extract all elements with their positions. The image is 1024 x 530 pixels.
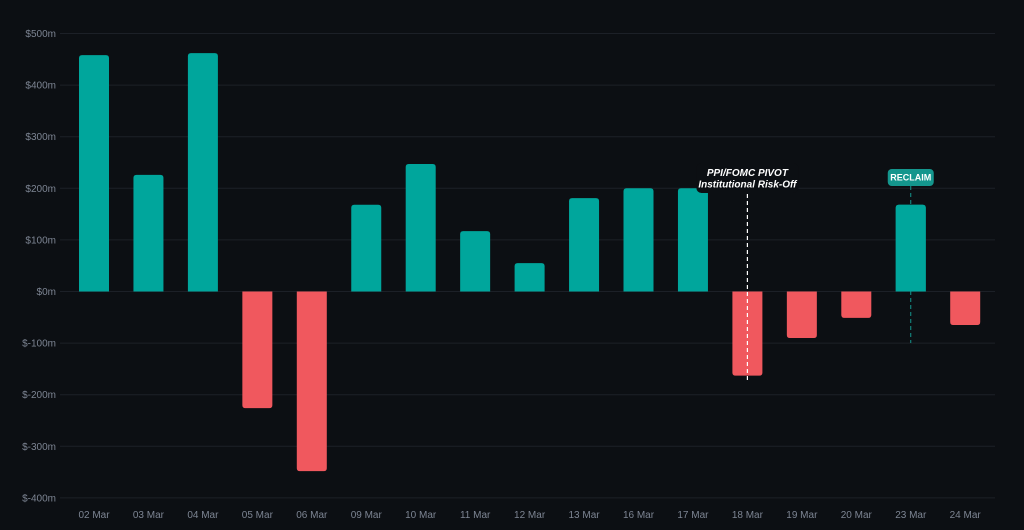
x-tick-label: 12 Mar (514, 510, 546, 521)
x-tick-label: 06 Mar (296, 510, 328, 521)
bar-06-mar[interactable] (296, 291, 327, 472)
x-tick-label: 18 Mar (732, 510, 764, 521)
x-axis: 02 Mar 03 Mar 04 Mar 05 Mar 06 Mar 09 Mar 10 M… (78, 510, 981, 521)
x-tick-label: 19 Mar (786, 510, 818, 521)
bar-11-mar[interactable] (460, 231, 491, 292)
y-tick-label: $-300m (22, 442, 56, 453)
bar-10-mar[interactable] (405, 164, 436, 292)
bar-24-mar[interactable] (950, 291, 981, 326)
bar-05-mar[interactable] (242, 291, 273, 409)
y-tick-label: $-200m (22, 390, 56, 401)
x-tick-label: 02 Mar (78, 510, 110, 521)
y-tick-label: $300m (25, 132, 56, 143)
bars (79, 53, 981, 472)
bar-12-mar[interactable] (514, 263, 545, 292)
y-tick-label: $400m (25, 81, 56, 92)
bar-20-mar[interactable] (841, 291, 872, 318)
bar-04-mar[interactable] (187, 53, 218, 292)
bar-17-mar[interactable] (677, 188, 708, 292)
pivot-annotation-box (696, 163, 799, 193)
x-tick-label: 11 Mar (460, 510, 491, 521)
x-tick-label: 05 Mar (242, 510, 274, 521)
y-tick-label: $500m (25, 29, 56, 40)
y-tick-label: $-400m (22, 493, 56, 504)
y-tick-label: $0m (37, 287, 56, 298)
x-tick-label: 13 Mar (568, 510, 600, 521)
bar-02-mar[interactable] (79, 55, 109, 292)
x-tick-label: 23 Mar (895, 510, 927, 521)
pivot-annotation-text: Institutional Risk-Off (698, 180, 798, 191)
y-tick-label: $200m (25, 184, 56, 195)
x-tick-label: 20 Mar (841, 510, 873, 521)
bar-18-mar[interactable] (732, 291, 763, 376)
x-tick-label: 24 Mar (950, 510, 982, 521)
x-tick-label: 04 Mar (187, 510, 219, 521)
y-axis: $500m $400m $300m $200m $100m $0m $-100m $-200m… (22, 29, 56, 504)
y-tick-label: $100m (25, 235, 56, 246)
bar-16-mar[interactable] (623, 188, 654, 292)
pivot-annotation-text: PPI/FOMC PIVOT (707, 168, 789, 179)
x-tick-label: 17 Mar (677, 510, 709, 521)
reclaim-badge (887, 169, 934, 186)
y-tick-label: $-100m (22, 339, 56, 350)
bar-03-mar[interactable] (133, 174, 164, 292)
bar-09-mar[interactable] (351, 204, 382, 292)
x-tick-label: 10 Mar (405, 510, 437, 521)
x-tick-label: 09 Mar (351, 510, 383, 521)
x-tick-label: 16 Mar (623, 510, 655, 521)
bar-23-mar-overlay (895, 204, 926, 292)
reclaim-badge-label: RECLAIM (890, 173, 931, 183)
x-tick-label: 03 Mar (133, 510, 165, 521)
bar-13-mar[interactable] (569, 198, 600, 292)
bar-19-mar[interactable] (786, 291, 817, 338)
